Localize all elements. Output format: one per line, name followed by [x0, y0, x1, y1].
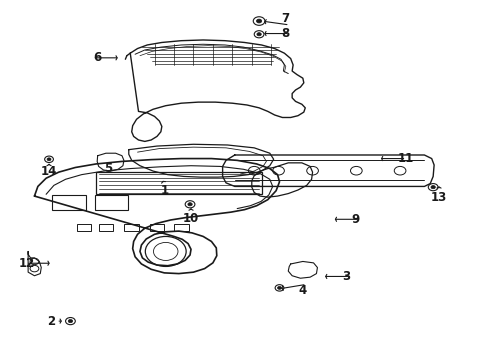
Text: 13: 13: [430, 191, 446, 204]
Text: 6: 6: [93, 51, 101, 64]
Text: 14: 14: [41, 165, 57, 177]
Bar: [96, 172, 261, 194]
Bar: [99, 224, 113, 231]
Bar: [77, 224, 91, 231]
Text: 12: 12: [18, 257, 34, 270]
Text: 2: 2: [47, 315, 56, 328]
Text: 5: 5: [104, 162, 112, 175]
Circle shape: [256, 19, 261, 23]
Bar: [123, 224, 138, 231]
Circle shape: [256, 33, 261, 36]
Text: 1: 1: [160, 184, 168, 197]
Circle shape: [277, 287, 281, 289]
Text: 11: 11: [397, 152, 413, 165]
Text: 3: 3: [341, 270, 349, 283]
Text: 10: 10: [183, 212, 199, 225]
Bar: [95, 195, 127, 210]
Text: 8: 8: [281, 27, 288, 40]
Circle shape: [430, 185, 434, 189]
Bar: [174, 224, 188, 231]
Text: 4: 4: [297, 284, 305, 297]
Text: 7: 7: [281, 12, 288, 25]
Bar: [149, 224, 164, 231]
Bar: [52, 195, 85, 210]
Circle shape: [187, 203, 192, 206]
Circle shape: [68, 319, 73, 323]
Circle shape: [47, 158, 51, 161]
Text: 9: 9: [351, 213, 359, 226]
